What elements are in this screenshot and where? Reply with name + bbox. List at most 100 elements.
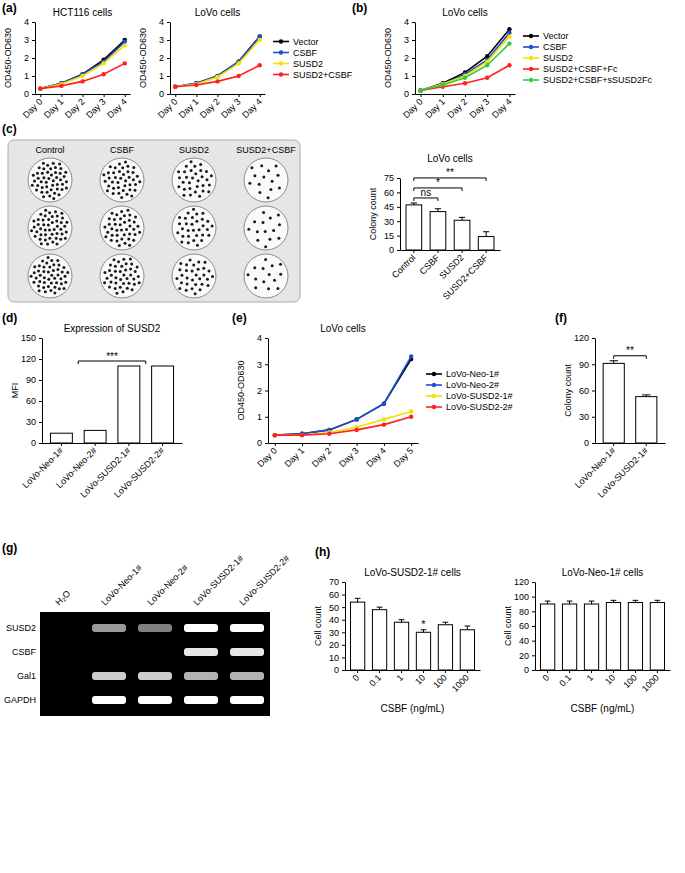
colony — [202, 184, 205, 187]
x-axis: ControlCSBFSUSD2SUSD2+CSBF — [390, 250, 501, 302]
colony — [177, 185, 180, 188]
tick-label: 1 — [159, 71, 164, 81]
colony — [201, 212, 204, 215]
colony — [113, 258, 116, 261]
point — [441, 82, 445, 86]
colony — [48, 237, 51, 240]
tick-mark — [532, 626, 535, 627]
chart: 01234Day 0Day 1Day 2Day 3Day 4LoVo cells… — [352, 1, 653, 120]
colony — [58, 162, 61, 165]
colony — [59, 178, 62, 181]
series-line — [40, 42, 124, 89]
colony — [53, 291, 56, 294]
bar — [606, 603, 620, 670]
colony — [113, 218, 116, 221]
tick-label: Day 2 — [445, 97, 469, 121]
error-cap — [377, 607, 383, 608]
colony — [111, 212, 114, 215]
colony — [40, 180, 43, 183]
y-tick: 120 — [21, 354, 42, 364]
colony — [277, 174, 280, 177]
tick-mark — [397, 250, 400, 251]
legend-entry: SUSD2 — [273, 59, 323, 69]
legend-label: SUSD2+CSBF+sSUSD2Fc — [543, 75, 653, 85]
colony — [52, 179, 55, 182]
point — [418, 88, 422, 92]
colony — [59, 277, 62, 280]
colony — [130, 194, 133, 197]
point — [441, 82, 445, 86]
bar — [650, 603, 664, 670]
colony — [202, 224, 205, 227]
bar — [584, 604, 598, 670]
y-tick: 2 — [159, 53, 170, 63]
colony — [56, 215, 59, 218]
bar — [603, 363, 624, 443]
band — [184, 624, 218, 632]
tick-label: 1000 — [450, 673, 471, 694]
y-axis-title: OD450-OD630 — [236, 360, 246, 420]
bar — [460, 630, 474, 670]
y-tick: 75 — [384, 173, 400, 183]
y-tick: 4 — [257, 333, 268, 343]
axis-line — [400, 179, 401, 251]
tick-label: 60 — [26, 396, 36, 406]
y-axis: 01530456075 — [384, 173, 401, 255]
colony — [125, 193, 128, 196]
colony — [55, 237, 58, 240]
point — [38, 86, 42, 90]
colony — [40, 191, 43, 194]
y-tick: 90 — [579, 360, 595, 370]
colony — [271, 180, 274, 183]
y-tick: 0 — [334, 665, 345, 675]
tick-label: 0 — [584, 438, 589, 448]
colony — [258, 183, 261, 186]
colony — [177, 170, 180, 173]
tick-label: 2 — [24, 53, 29, 63]
point — [273, 433, 277, 437]
y-axis-title: OD450-OD630 — [3, 28, 13, 88]
colony — [122, 189, 125, 192]
colony — [198, 195, 201, 198]
tick-mark — [39, 422, 42, 423]
x-tick: Day 3 — [219, 94, 243, 120]
bar — [50, 433, 72, 443]
x-tick: 100 — [621, 670, 639, 690]
colony — [40, 242, 43, 245]
y-tick: 150 — [21, 333, 42, 343]
point — [38, 86, 42, 90]
band — [46, 672, 80, 680]
chart: 01234Day 0Day 1Day 2Day 3Day 4Day 5LoVo … — [232, 311, 513, 469]
bar — [454, 220, 470, 250]
tick-mark — [302, 443, 303, 446]
legend-label: SUSD2+CSBF — [293, 70, 353, 80]
tick-label: Day 2 — [63, 97, 87, 121]
colony — [197, 261, 200, 264]
tick-mark — [162, 443, 163, 446]
annotation: * — [421, 618, 426, 630]
tick-mark — [412, 22, 415, 23]
tick-mark — [265, 391, 268, 392]
colony — [112, 192, 115, 195]
band — [46, 648, 80, 656]
colony — [50, 281, 53, 284]
colony — [132, 239, 135, 242]
tick-mark — [32, 76, 35, 77]
legend-marker — [279, 72, 283, 76]
error-bar — [467, 626, 468, 630]
axis-line — [535, 583, 536, 671]
band — [46, 624, 80, 632]
colony — [195, 212, 198, 215]
tick-mark — [532, 641, 535, 642]
tick-label: 40 — [519, 636, 529, 646]
colony — [56, 259, 59, 262]
x-tick: Day 0 — [21, 94, 45, 120]
x-axis: Day 0Day 1Day 2Day 3Day 4 — [21, 94, 131, 120]
tick-mark — [465, 94, 466, 97]
y-tick: 0 — [524, 665, 535, 675]
colony — [254, 278, 257, 281]
x-tick: Day 3 — [337, 443, 361, 469]
colony — [277, 213, 280, 216]
tick-label: 20 — [329, 640, 339, 650]
colony — [205, 170, 208, 173]
